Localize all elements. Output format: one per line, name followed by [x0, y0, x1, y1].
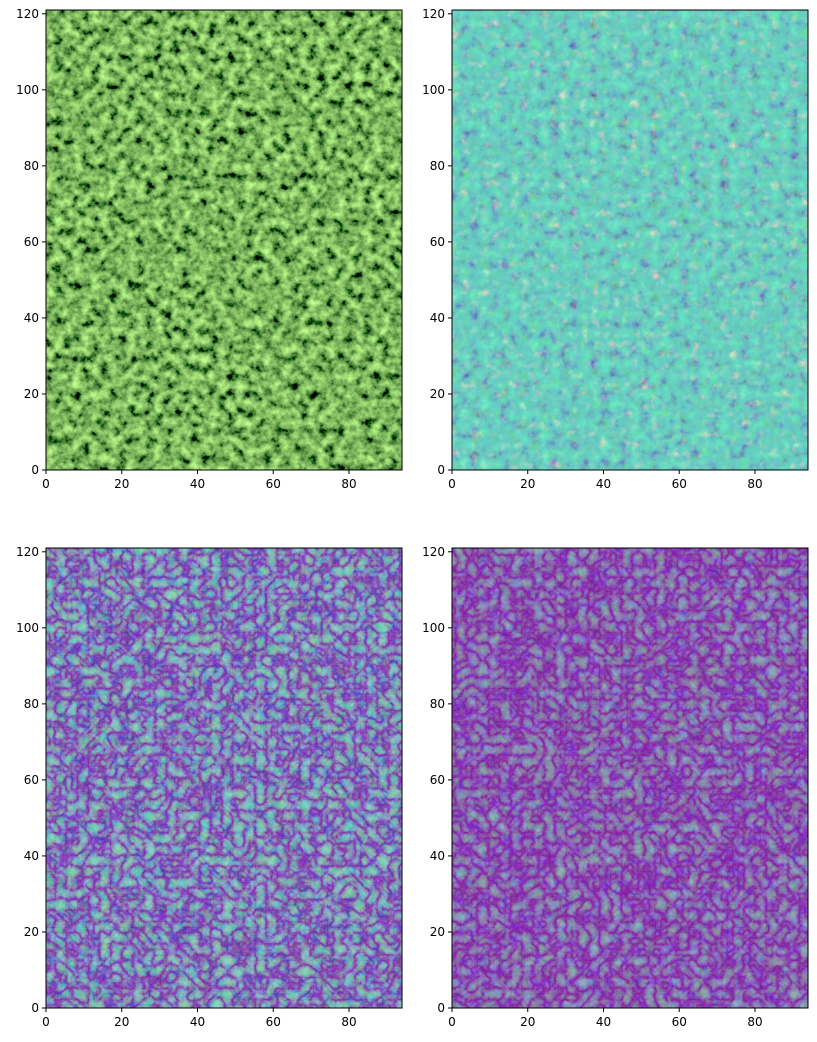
y-tick-label: 80 — [24, 159, 39, 173]
panel-rgb-orthophoto: 0 20 40 60 80 0 20 40 60 80 100 120 — [16, 7, 403, 491]
y-tick-label: 0 — [437, 1001, 445, 1015]
panel-gradient-map-b: 0 20 40 60 80 0 20 40 60 80 100 120 — [422, 545, 809, 1029]
y-tick-label: 40 — [24, 849, 39, 863]
panel-intensity-map: 0 20 40 60 80 0 20 40 60 80 100 120 — [422, 7, 809, 491]
y-tick-label: 100 — [16, 83, 39, 97]
axes-frame — [45, 547, 403, 1009]
x-tick-label: 80 — [747, 477, 762, 491]
y-tick-label: 100 — [422, 83, 445, 97]
y-tick-label: 120 — [422, 545, 445, 559]
x-tick-label: 80 — [341, 1015, 356, 1029]
x-tick-label: 60 — [672, 477, 687, 491]
y-tick-label: 60 — [430, 235, 445, 249]
y-tick-label: 120 — [422, 7, 445, 21]
x-tick-label: 40 — [190, 477, 205, 491]
x-tick-label: 40 — [596, 477, 611, 491]
y-tick-label: 20 — [430, 925, 445, 939]
y-tick-label: 80 — [24, 697, 39, 711]
x-tick-label: 0 — [448, 1015, 456, 1029]
x-tick-label: 0 — [42, 477, 50, 491]
y-tick-label: 40 — [430, 849, 445, 863]
y-tick-label: 40 — [24, 311, 39, 325]
x-tick-label: 0 — [448, 477, 456, 491]
x-tick-label: 80 — [341, 477, 356, 491]
y-tick-label: 80 — [430, 159, 445, 173]
y-tick-label: 120 — [16, 545, 39, 559]
x-tick-label: 0 — [42, 1015, 50, 1029]
y-tick-label: 60 — [24, 235, 39, 249]
axes-frame — [451, 547, 809, 1009]
x-tick-label: 20 — [114, 1015, 129, 1029]
x-tick-label: 20 — [520, 1015, 535, 1029]
x-tick-label: 20 — [114, 477, 129, 491]
y-tick-label: 60 — [430, 773, 445, 787]
panel-gradient-map-a: 0 20 40 60 80 0 20 40 60 80 100 120 — [16, 545, 403, 1029]
x-tick-label: 60 — [672, 1015, 687, 1029]
x-tick-label: 60 — [266, 1015, 281, 1029]
y-tick-label: 0 — [31, 1001, 39, 1015]
y-tick-label: 20 — [24, 925, 39, 939]
x-tick-label: 20 — [520, 477, 535, 491]
y-tick-label: 20 — [24, 387, 39, 401]
gradient-map-b-image — [452, 548, 808, 1008]
intensity-map-image — [452, 10, 808, 470]
y-tick-label: 100 — [422, 621, 445, 635]
x-tick-label: 80 — [747, 1015, 762, 1029]
axes-frame — [45, 9, 403, 471]
y-tick-label: 0 — [31, 463, 39, 477]
x-tick-label: 60 — [266, 477, 281, 491]
axes-frame — [451, 9, 809, 471]
x-tick-label: 40 — [190, 1015, 205, 1029]
x-tick-label: 40 — [596, 1015, 611, 1029]
y-tick-label: 0 — [437, 463, 445, 477]
y-tick-label: 20 — [430, 387, 445, 401]
rgb-orthophoto-image — [46, 10, 402, 470]
gradient-map-a-image — [46, 548, 402, 1008]
y-tick-label: 40 — [430, 311, 445, 325]
y-tick-label: 100 — [16, 621, 39, 635]
y-tick-label: 120 — [16, 7, 39, 21]
y-tick-label: 60 — [24, 773, 39, 787]
y-tick-label: 80 — [430, 697, 445, 711]
